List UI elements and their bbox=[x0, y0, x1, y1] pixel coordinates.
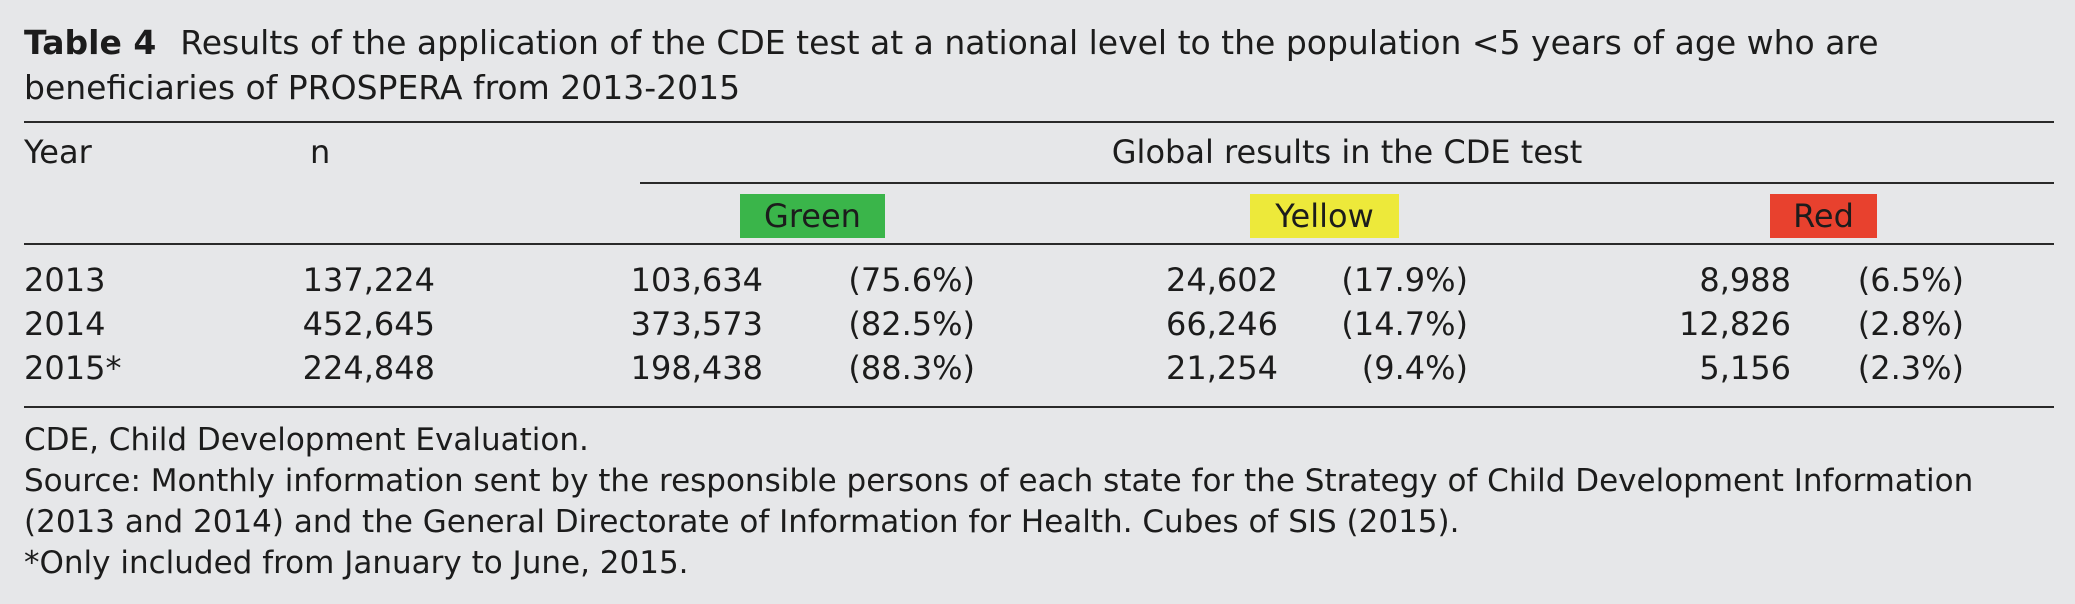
red-pct-cell: (6.5%) bbox=[1857, 261, 1964, 299]
bottom-rule bbox=[24, 406, 2054, 408]
group-rule bbox=[640, 182, 2054, 184]
header-group: Global results in the CDE test bbox=[1111, 133, 1583, 171]
green-n-cell: 103,634 bbox=[630, 261, 763, 299]
header-year: Year bbox=[24, 133, 92, 171]
green-pct-cell: (88.3%) bbox=[848, 349, 975, 387]
red-n-cell: 8,988 bbox=[1699, 261, 1791, 299]
yellow-pct-cell: (14.7%) bbox=[1341, 305, 1468, 343]
red-n-cell: 5,156 bbox=[1699, 349, 1791, 387]
green-n-cell: 373,573 bbox=[630, 305, 763, 343]
red-chip: Red bbox=[1770, 194, 1877, 238]
yellow-n-cell: 24,602 bbox=[1166, 261, 1278, 299]
year-cell: 2015* bbox=[24, 349, 122, 387]
yellow-chip: Yellow bbox=[1250, 194, 1399, 238]
header-rule bbox=[24, 243, 2054, 245]
yellow-n-cell: 66,246 bbox=[1166, 305, 1278, 343]
n-cell: 452,645 bbox=[302, 305, 435, 343]
table-notes: CDE, Child Development Evaluation. Sourc… bbox=[24, 420, 2064, 584]
green-pct-cell: (75.6%) bbox=[848, 261, 975, 299]
n-cell: 224,848 bbox=[302, 349, 435, 387]
red-n-cell: 12,826 bbox=[1679, 305, 1791, 343]
yellow-pct-cell: (9.4%) bbox=[1361, 349, 1468, 387]
table-title: Results of the application of the CDE te… bbox=[24, 23, 1879, 107]
abbreviation-note: CDE, Child Development Evaluation. bbox=[24, 422, 589, 458]
footnote: *Only included from January to June, 201… bbox=[24, 545, 689, 581]
year-cell: 2013 bbox=[24, 261, 106, 299]
green-chip: Green bbox=[740, 194, 885, 238]
table-label: Table 4 bbox=[24, 23, 157, 62]
red-pct-cell: (2.3%) bbox=[1857, 349, 1964, 387]
green-n-cell: 198,438 bbox=[630, 349, 763, 387]
year-cell: 2014 bbox=[24, 305, 106, 343]
yellow-pct-cell: (17.9%) bbox=[1341, 261, 1468, 299]
n-cell: 137,224 bbox=[302, 261, 435, 299]
header-n: n bbox=[310, 133, 331, 171]
source-note: Source: Monthly information sent by the … bbox=[24, 463, 1974, 540]
red-pct-cell: (2.8%) bbox=[1857, 305, 1964, 343]
yellow-n-cell: 21,254 bbox=[1166, 349, 1278, 387]
green-pct-cell: (82.5%) bbox=[848, 305, 975, 343]
top-rule bbox=[24, 121, 2054, 123]
table-caption: Table 4 Results of the application of the… bbox=[24, 20, 2054, 110]
